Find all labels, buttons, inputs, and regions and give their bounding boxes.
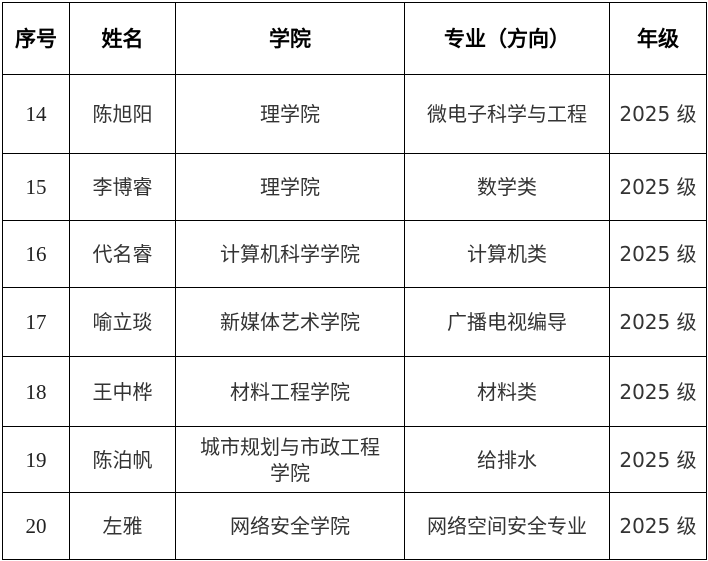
cell-grade: 2025 级 xyxy=(609,220,707,288)
cell-index: 18 xyxy=(2,356,70,427)
header-grade: 年级 xyxy=(609,2,707,75)
table-row: 15 李博睿 理学院 数学类 2025 级 xyxy=(2,153,707,221)
cell-grade: 2025 级 xyxy=(609,356,707,427)
cell-major: 广播电视编导 xyxy=(404,287,610,357)
header-college: 学院 xyxy=(175,2,405,75)
cell-college: 计算机科学学院 xyxy=(175,220,405,288)
cell-major: 数学类 xyxy=(404,153,610,221)
cell-major: 材料类 xyxy=(404,356,610,427)
cell-index: 19 xyxy=(2,426,70,493)
cell-name: 代名睿 xyxy=(69,220,176,288)
cell-college: 理学院 xyxy=(175,153,405,221)
cell-grade: 2025 级 xyxy=(609,492,707,560)
cell-college: 网络安全学院 xyxy=(175,492,405,560)
cell-major: 网络空间安全专业 xyxy=(404,492,610,560)
cell-name: 王中桦 xyxy=(69,356,176,427)
cell-name: 陈旭阳 xyxy=(69,74,176,154)
cell-index: 15 xyxy=(2,153,70,221)
header-index: 序号 xyxy=(2,2,70,75)
cell-major: 给排水 xyxy=(404,426,610,493)
cell-grade: 2025 级 xyxy=(609,287,707,357)
header-row: 序号 姓名 学院 专业（方向） 年级 xyxy=(2,2,707,75)
cell-name: 李博睿 xyxy=(69,153,176,221)
table-row: 18 王中桦 材料工程学院 材料类 2025 级 xyxy=(2,356,707,427)
cell-index: 16 xyxy=(2,220,70,288)
cell-name: 喻立琰 xyxy=(69,287,176,357)
cell-college: 城市规划与市政工程学院 xyxy=(175,426,405,493)
cell-index: 14 xyxy=(2,74,70,154)
cell-college: 新媒体艺术学院 xyxy=(175,287,405,357)
table-row: 19 陈泊帆 城市规划与市政工程学院 给排水 2025 级 xyxy=(2,426,707,493)
header-major: 专业（方向） xyxy=(404,2,610,75)
cell-grade: 2025 级 xyxy=(609,426,707,493)
table-row: 20 左雅 网络安全学院 网络空间安全专业 2025 级 xyxy=(2,492,707,560)
cell-college: 材料工程学院 xyxy=(175,356,405,427)
cell-college: 理学院 xyxy=(175,74,405,154)
cell-major: 计算机类 xyxy=(404,220,610,288)
cell-index: 20 xyxy=(2,492,70,560)
cell-major: 微电子科学与工程 xyxy=(404,74,610,154)
cell-grade: 2025 级 xyxy=(609,74,707,154)
header-name: 姓名 xyxy=(69,2,176,75)
table-row: 14 陈旭阳 理学院 微电子科学与工程 2025 级 xyxy=(2,74,707,154)
table-row: 16 代名睿 计算机科学学院 计算机类 2025 级 xyxy=(2,220,707,288)
cell-name: 左雅 xyxy=(69,492,176,560)
table-row: 17 喻立琰 新媒体艺术学院 广播电视编导 2025 级 xyxy=(2,287,707,357)
cell-name: 陈泊帆 xyxy=(69,426,176,493)
cell-index: 17 xyxy=(2,287,70,357)
cell-grade: 2025 级 xyxy=(609,153,707,221)
